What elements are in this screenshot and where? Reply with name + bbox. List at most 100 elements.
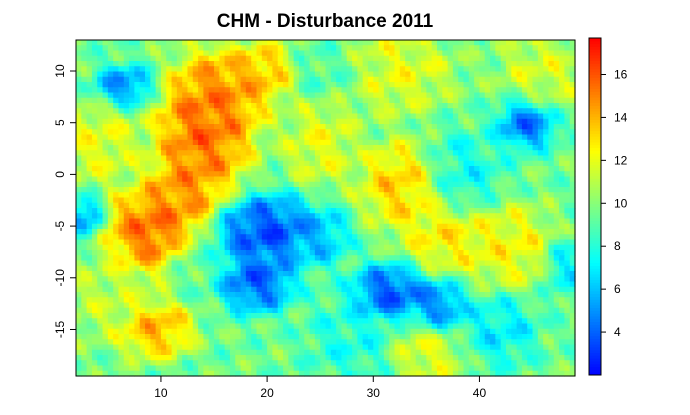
heatmap-cell: [511, 223, 518, 230]
heatmap-cell: [505, 286, 512, 293]
heatmap-cell: [442, 113, 449, 120]
heatmap-cell: [298, 281, 305, 288]
heatmap-cell: [436, 176, 443, 183]
heatmap-cell: [208, 55, 215, 62]
heatmap-cell: [256, 255, 263, 262]
heatmap-cell: [336, 218, 343, 225]
heatmap-cell: [426, 103, 433, 109]
heatmap-cell: [500, 82, 507, 88]
heatmap-cell: [283, 61, 289, 67]
heatmap-cell: [261, 192, 268, 199]
heatmap-cell: [176, 250, 183, 256]
heatmap-cell: [102, 202, 109, 209]
heatmap-cell: [267, 145, 274, 151]
heatmap-cell: [267, 250, 274, 256]
heatmap-cell: [198, 118, 205, 125]
heatmap-cell: [564, 150, 571, 157]
heatmap-cell: [383, 250, 390, 256]
heatmap-cell: [176, 82, 183, 88]
heatmap-cell: [123, 255, 130, 262]
heatmap-cell: [91, 71, 98, 78]
heatmap-cell: [129, 129, 135, 136]
heatmap-cell: [298, 76, 305, 83]
heatmap-cell: [219, 61, 226, 67]
heatmap-cell: [330, 50, 337, 57]
heatmap-cell: [139, 281, 146, 288]
heatmap-cell: [421, 145, 427, 151]
heatmap-cell: [203, 271, 210, 277]
heatmap-cell: [320, 265, 327, 272]
heatmap-cell: [516, 187, 523, 193]
heatmap-cell: [155, 61, 162, 67]
heatmap-cell: [160, 307, 167, 314]
heatmap-cell: [325, 71, 332, 78]
heatmap-cell: [490, 213, 496, 220]
heatmap-cell: [107, 134, 114, 141]
heatmap-cell: [559, 118, 565, 125]
heatmap-cell: [564, 139, 571, 146]
heatmap-cell: [129, 318, 135, 325]
heatmap-cell: [479, 160, 486, 167]
heatmap-cell: [468, 66, 475, 73]
heatmap-cell: [214, 176, 220, 183]
heatmap-cell: [341, 197, 348, 204]
heatmap-cell: [176, 239, 183, 246]
heatmap-cell: [118, 213, 125, 220]
heatmap-cell: [521, 223, 528, 230]
heatmap-cell: [452, 187, 459, 193]
heatmap-cell: [267, 139, 274, 146]
heatmap-cell: [378, 76, 385, 83]
heatmap-cell: [118, 223, 125, 230]
heatmap-cell: [569, 103, 576, 109]
heatmap-cell: [229, 61, 236, 67]
heatmap-cell: [113, 113, 120, 120]
heatmap-cell: [123, 244, 130, 251]
heatmap-cell: [564, 176, 571, 183]
heatmap-cell: [383, 40, 390, 46]
heatmap-cell: [245, 160, 252, 167]
heatmap-cell: [203, 250, 210, 256]
heatmap-cell: [373, 50, 380, 57]
heatmap-cell: [474, 255, 481, 262]
heatmap-cell: [399, 271, 406, 277]
heatmap-cell: [320, 171, 327, 178]
heatmap-cell: [394, 281, 401, 288]
heatmap-cell: [511, 239, 518, 246]
heatmap-cell: [405, 103, 412, 109]
heatmap-cell: [86, 61, 93, 67]
heatmap-cell: [447, 124, 454, 130]
heatmap-cell: [330, 40, 337, 46]
heatmap-cell: [166, 139, 173, 146]
heatmap-cell: [267, 40, 274, 46]
heatmap-cell: [341, 265, 348, 272]
heatmap-cell: [283, 239, 289, 246]
heatmap-cell: [436, 192, 443, 199]
heatmap-cell: [352, 239, 358, 246]
heatmap-cell: [261, 55, 268, 62]
heatmap-cell: [352, 244, 358, 251]
heatmap-cell: [468, 313, 475, 319]
heatmap-cell: [267, 271, 274, 277]
heatmap-cell: [155, 124, 162, 130]
heatmap-cell: [447, 307, 454, 314]
heatmap-cell: [511, 286, 518, 293]
heatmap-cell: [500, 155, 507, 162]
heatmap-cell: [463, 87, 470, 94]
heatmap-cell: [330, 139, 337, 146]
heatmap-cell: [511, 260, 518, 267]
heatmap-cell: [511, 171, 518, 178]
heatmap-cell: [474, 197, 481, 204]
heatmap-cell: [399, 45, 406, 52]
heatmap-cell: [288, 181, 295, 188]
heatmap-cell: [240, 229, 247, 235]
heatmap-cell: [325, 255, 332, 262]
heatmap-cell: [102, 139, 109, 146]
heatmap-cell: [272, 50, 279, 57]
heatmap-cell: [367, 160, 374, 167]
heatmap-cell: [219, 213, 226, 220]
heatmap-cell: [569, 87, 576, 94]
heatmap-cell: [139, 318, 146, 325]
heatmap-cell: [569, 113, 576, 120]
heatmap-cell: [553, 66, 560, 73]
heatmap-cell: [91, 234, 98, 241]
